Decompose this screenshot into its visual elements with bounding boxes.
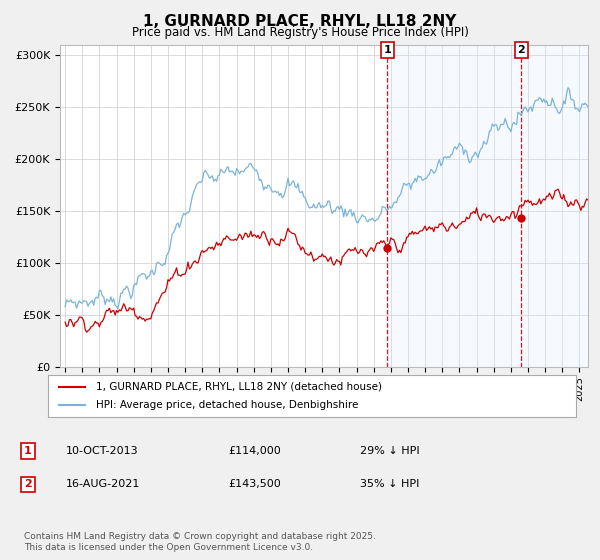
Text: 35% ↓ HPI: 35% ↓ HPI xyxy=(360,479,419,489)
Text: 16-AUG-2021: 16-AUG-2021 xyxy=(66,479,140,489)
Text: £143,500: £143,500 xyxy=(228,479,281,489)
Text: 1, GURNARD PLACE, RHYL, LL18 2NY: 1, GURNARD PLACE, RHYL, LL18 2NY xyxy=(143,14,457,29)
Text: 2: 2 xyxy=(518,45,526,55)
Text: Price paid vs. HM Land Registry's House Price Index (HPI): Price paid vs. HM Land Registry's House … xyxy=(131,26,469,39)
Text: Contains HM Land Registry data © Crown copyright and database right 2025.
This d: Contains HM Land Registry data © Crown c… xyxy=(24,532,376,552)
Text: 1, GURNARD PLACE, RHYL, LL18 2NY (detached house): 1, GURNARD PLACE, RHYL, LL18 2NY (detach… xyxy=(95,382,382,392)
Bar xyxy=(521,45,588,367)
Text: £114,000: £114,000 xyxy=(228,446,281,456)
Bar xyxy=(387,45,521,367)
Text: 1: 1 xyxy=(383,45,391,55)
Text: 2: 2 xyxy=(24,479,32,489)
Text: 29% ↓ HPI: 29% ↓ HPI xyxy=(360,446,419,456)
Text: HPI: Average price, detached house, Denbighshire: HPI: Average price, detached house, Denb… xyxy=(95,400,358,410)
Text: 10-OCT-2013: 10-OCT-2013 xyxy=(66,446,139,456)
Text: 1: 1 xyxy=(24,446,32,456)
